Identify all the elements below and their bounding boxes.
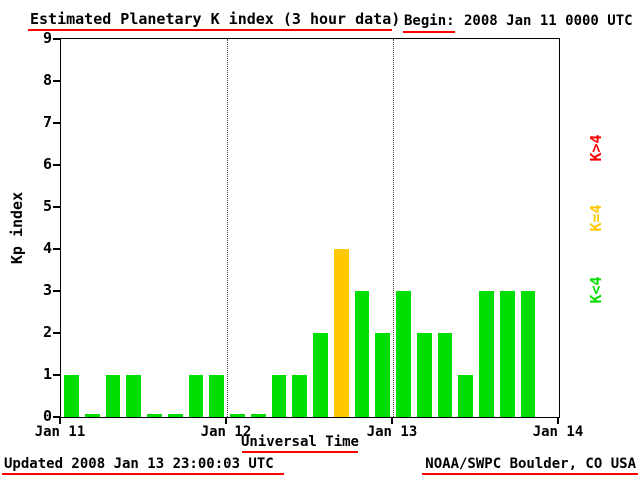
kp-bar [416, 333, 432, 417]
source-credit: NOAA/SWPC Boulder, CO USA [425, 456, 636, 472]
plot-area [60, 38, 560, 418]
kp-bar [147, 414, 162, 417]
updated-underline [2, 473, 284, 475]
x-tick-label: Jan 12 [200, 424, 252, 440]
kp-bar [479, 291, 494, 417]
begin-value: 2008 Jan 11 0000 UTC [464, 13, 633, 29]
y-tick-label: 8 [42, 71, 52, 89]
x-tick-label: Jan 14 [532, 424, 584, 440]
y-tick-label: 7 [42, 113, 52, 131]
kp-bar [188, 375, 204, 417]
kp-bar [209, 375, 225, 417]
kp-bar [354, 291, 370, 417]
y-tick-mark [53, 290, 60, 292]
title-underline [28, 29, 392, 31]
y-tick-label: 5 [42, 197, 52, 215]
kp-bar [230, 414, 245, 417]
x-tick-mark [557, 418, 559, 424]
y-tick-mark [53, 374, 60, 376]
y-tick-mark [53, 122, 60, 124]
x-tick-label: Jan 13 [366, 424, 418, 440]
y-tick-label: 1 [42, 365, 52, 383]
kp-bar [520, 291, 536, 417]
x-tick-mark [391, 418, 393, 424]
x-tick-mark [59, 418, 61, 424]
x-tick-mark [225, 418, 227, 424]
kp-bar [126, 375, 142, 417]
kp-bar [167, 414, 183, 417]
x-axis-title-underline [242, 451, 358, 453]
begin-underline [403, 31, 455, 33]
y-tick-mark [53, 38, 60, 40]
legend-k-lt-4: K<4 [587, 276, 605, 304]
kp-bar [105, 375, 121, 417]
legend-k-gt-4: K>4 [587, 134, 605, 162]
y-tick-label: 2 [42, 323, 52, 341]
kp-bar [437, 333, 453, 417]
y-tick-mark [53, 164, 60, 166]
kp-bar [458, 375, 474, 417]
y-axis-title: Kp index [8, 191, 26, 265]
updated-timestamp: Updated 2008 Jan 13 23:00:03 UTC [4, 456, 274, 472]
kp-bar [313, 333, 328, 417]
y-tick-label: 9 [42, 29, 52, 47]
kp-bar [375, 333, 391, 417]
kp-bar [396, 291, 411, 417]
source-underline [422, 473, 638, 475]
y-tick-label: 3 [42, 281, 52, 299]
legend-k-eq-4: K=4 [587, 204, 605, 232]
x-axis-title: Universal Time [240, 434, 359, 450]
begin-label: Begin: [404, 13, 455, 29]
kp-bar [84, 414, 100, 417]
chart-title: Estimated Planetary K index (3 hour data… [30, 10, 401, 28]
y-tick-mark [53, 206, 60, 208]
kp-bar [292, 375, 308, 417]
y-tick-mark [53, 248, 60, 250]
day-gridline [227, 39, 228, 417]
day-gridline [393, 39, 394, 417]
kp-bar [250, 414, 266, 417]
y-tick-mark [53, 416, 60, 418]
x-tick-label: Jan 11 [34, 424, 86, 440]
kp-bar [271, 375, 287, 417]
y-tick-label: 6 [42, 155, 52, 173]
kp-bar [499, 291, 515, 417]
kp-bar [64, 375, 79, 417]
y-tick-label: 0 [42, 407, 52, 425]
y-tick-mark [53, 332, 60, 334]
y-tick-label: 4 [42, 239, 52, 257]
kp-bar [333, 249, 349, 417]
y-tick-mark [53, 80, 60, 82]
